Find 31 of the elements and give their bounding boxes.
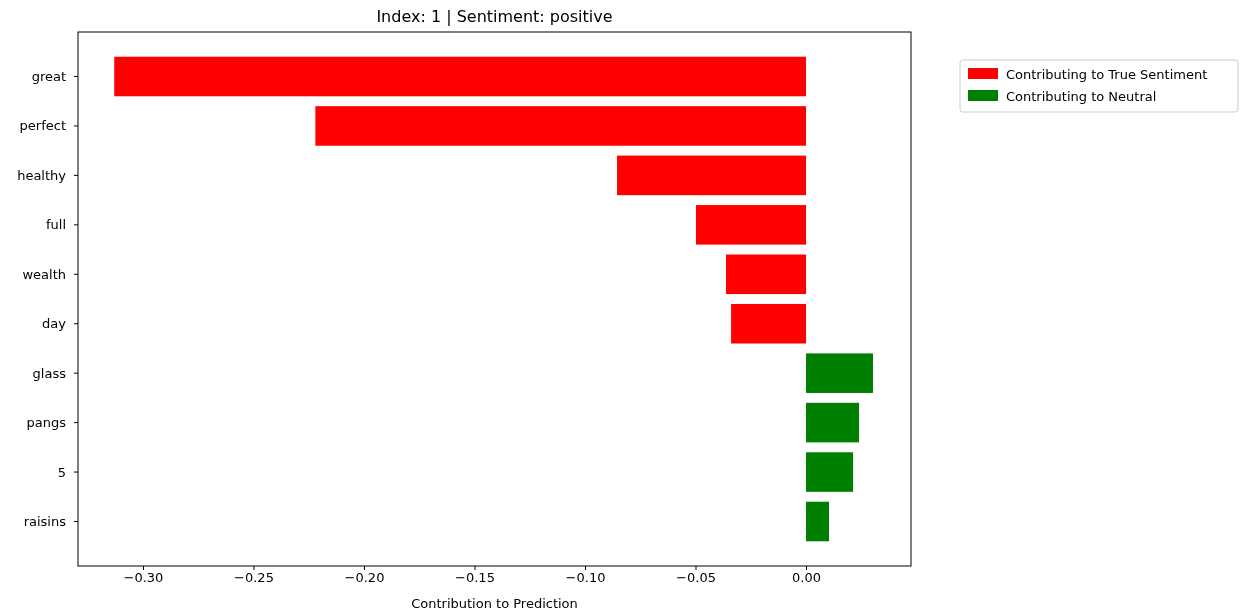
x-axis-title: Contribution to Prediction: [411, 596, 578, 611]
y-tick-label: day: [42, 316, 67, 332]
bar: [731, 303, 807, 344]
x-tick-label: 0.00: [792, 570, 821, 586]
x-tick-label: −0.25: [234, 570, 274, 586]
bar: [806, 501, 829, 542]
y-tick-label: pangs: [26, 415, 67, 431]
bar: [695, 205, 807, 245]
x-tick-label: −0.20: [344, 570, 385, 586]
y-tick-label: perfect: [19, 118, 66, 134]
x-tick-label: −0.05: [676, 570, 716, 586]
bar: [806, 402, 860, 443]
bar: [114, 56, 807, 97]
bar: [806, 353, 873, 393]
y-tick-label: glass: [32, 365, 67, 381]
y-tick-label: great: [31, 69, 66, 85]
x-tick-label: −0.30: [123, 570, 164, 586]
y-tick-label: 5: [57, 464, 66, 480]
bar: [617, 155, 807, 196]
bar: [315, 106, 807, 146]
y-tick-label: healthy: [17, 167, 67, 183]
y-tick-label: wealth: [22, 266, 66, 282]
bar: [806, 452, 854, 492]
chart-title: Index: 1 | Sentiment: positive: [376, 7, 613, 26]
legend-label: Contributing to Neutral: [1006, 88, 1157, 104]
y-tick-label: raisins: [23, 514, 67, 530]
bar: [726, 254, 807, 295]
x-tick-label: −0.15: [455, 570, 495, 586]
y-tick-label: full: [45, 217, 66, 233]
legend-label: Contributing to True Sentiment: [1006, 66, 1208, 82]
x-tick-label: −0.10: [565, 570, 606, 586]
